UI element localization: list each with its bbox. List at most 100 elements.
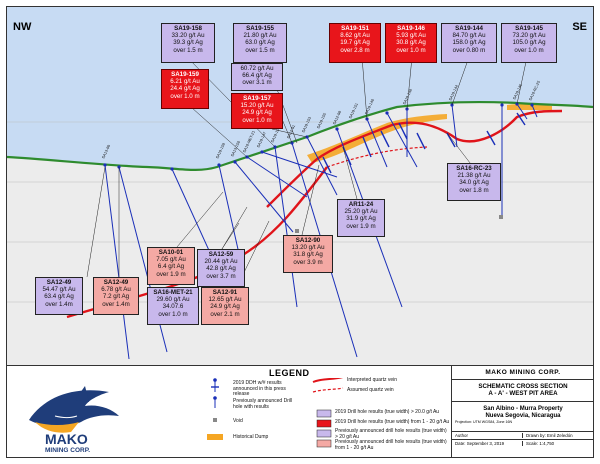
result-box-sa19-159: SA19-159 6.21 g/t Au 24.4 g/t Ag over 1.…	[161, 69, 209, 109]
result-au: 33.20 g/t Au	[171, 32, 205, 40]
result-ag: 24.9 g/t Ag	[242, 109, 272, 117]
drill-label: SA19-148	[402, 88, 413, 105]
drill-label: SA19-144	[448, 84, 459, 101]
projection-note: Projection: UTM WGS84, Zone 16N	[455, 420, 513, 424]
date-row: Date: September 3, 2019 Scale: 1:4,750	[452, 439, 593, 457]
result-width: over 1.8 m	[459, 186, 489, 194]
legend-item-void: Void	[233, 418, 243, 424]
legend-item-mid-grade-2019: 2019 Drill hole results (true width) fro…	[335, 419, 450, 425]
result-width: over 1.4m	[102, 300, 130, 308]
result-title: SA16-RC-23	[456, 165, 492, 172]
legend-symbols	[207, 378, 344, 448]
result-width: over 1.0 m	[158, 310, 188, 318]
drill-label: SA19-147	[256, 131, 267, 148]
result-au: 12.65 g/t Au	[208, 296, 242, 304]
result-au: 6.21 g/t Au	[170, 78, 200, 86]
drill-label: SA19-155	[316, 112, 327, 129]
result-box-sa19-155: SA19-155 21.80 g/t Au 63.0 g/t Ag over 1…	[233, 23, 287, 63]
result-box-sa19-144: SA19-144 84.70 g/t Au 158.0 g/t Ag over …	[441, 23, 497, 63]
result-width: over 1.0 m	[170, 92, 200, 100]
result-box-sa19-158: SA19-158 33.20 g/t Au 39.3 g/t Ag over 1…	[161, 23, 215, 63]
result-ag: 63.4 g/t Ag	[44, 293, 74, 301]
drill-label: SA19-157	[270, 126, 281, 143]
result-au: 25.20 g/t Au	[344, 208, 378, 216]
author-label: Author	[455, 433, 468, 438]
result-ag: 105.0 g/t Ag	[512, 39, 546, 47]
result-ag: 6.4 g/t Ag	[157, 263, 185, 271]
result-au: 8.62 g/t Au	[340, 32, 370, 40]
result-width: over 1.9 m	[346, 222, 376, 230]
result-ag: 19.7 g/t Ag	[340, 39, 370, 47]
result-ag: 42.8 g/t Ag	[206, 265, 236, 273]
result-box-sa19-157: SA19-157 15.20 g/t Au 24.9 g/t Ag over 1…	[231, 93, 283, 129]
result-box-ar11-24: AR11-24 25.20 g/t Au 31.9 g/t Ag over 1.…	[337, 199, 385, 237]
drawn-by: Drawn by: Emil Zeledón	[522, 433, 573, 438]
result-title: SA19-155	[246, 25, 274, 32]
result-box-sa16-rc-23: SA16-RC-23 21.38 g/t Au 34.0 g/t Ag over…	[447, 163, 501, 201]
result-title: SA12-91	[212, 289, 238, 296]
cross-section: SA13-60 SA19-159 SA13-156 SA16-MET-21 SA…	[7, 7, 593, 365]
result-ag: 34.0 g/t Ag	[459, 179, 489, 187]
result-title: SA19-144	[455, 25, 483, 32]
result-title: SA19-151	[341, 25, 369, 32]
result-ag: 158.0 g/t Ag	[452, 39, 486, 47]
result-au: 20.44 g/t Au	[204, 258, 238, 266]
legend-item-2019-ddh: 2019 DDH w/# results announced in this p…	[233, 380, 286, 398]
result-width: over 3.1 m	[242, 79, 272, 87]
result-width: over 1.9 m	[156, 270, 186, 278]
result-au: 6.78 g/t Au	[101, 286, 131, 294]
result-box-sa16-met-21: SA16-MET-21 29.60 g/t Au 34.07.6 over 1.…	[147, 287, 199, 325]
result-ag: 31.9 g/t Ag	[346, 215, 376, 223]
se-label: SE	[572, 21, 587, 33]
result-box-sa10-01: SA10-01 7.05 g/t Au 6.4 g/t Ag over 1.9 …	[147, 247, 195, 285]
result-au: 54.47 g/t Au	[42, 286, 76, 294]
result-title: SA19-145	[515, 25, 543, 32]
result-title: AR11-24	[348, 201, 374, 208]
result-box-sa12-91: SA12-91 12.65 g/t Au 24.9 g/t Ag over 2.…	[201, 287, 249, 325]
figure-frame: SA13-60 SA19-159 SA13-156 SA16-MET-21 SA…	[6, 6, 594, 458]
result-title: SA12-49	[103, 279, 129, 286]
legend-title: LEGEND	[269, 368, 310, 378]
result-au: 60.72 g/t Au	[240, 65, 274, 72]
result-width: over 1.5 m	[245, 46, 275, 54]
scale-value: Scale: 1:4,750	[522, 441, 554, 446]
drill-label: SA13-156	[230, 140, 241, 157]
result-box-sa12-49b: SA12-49 6.78 g/t Au 7.2 g/t Ag over 1.4m	[93, 277, 139, 315]
result-width: over 0.80 m	[452, 46, 486, 54]
result-box-sa19-151: SA19-151 8.62 g/t Au 19.7 g/t Ag over 2.…	[329, 23, 381, 63]
result-width: over 1.4m	[45, 300, 73, 308]
result-width: over 1.5 m	[173, 46, 203, 54]
result-ag: 24.4 g/t Ag	[170, 85, 200, 93]
result-box-sa19-147: 60.72 g/t Au 66.4 g/t Ag over 3.1 m	[231, 63, 283, 91]
title-row: SCHEMATIC CROSS SECTION A - A' - WEST PI…	[452, 379, 593, 402]
result-ag: 7.2 g/t Ag	[102, 293, 130, 301]
result-box-sa12-90: SA12-90 13.20 g/t Au 31.8 g/t Ag over 3.…	[283, 235, 333, 273]
result-width: over 1.0 m	[242, 116, 272, 124]
result-ag: 34.07.6	[162, 303, 184, 311]
mako-logo: MAKO MINING CORP.	[29, 386, 119, 454]
result-au: 73.20 g/t Au	[512, 32, 546, 40]
date-value: Date: September 3, 2019	[455, 441, 505, 446]
result-width: over 3.9 m	[293, 258, 323, 266]
section-subtitle: A - A' - WEST PIT AREA	[488, 390, 558, 397]
property-row: San Albino - Murra Property Nueva Segovi…	[452, 401, 593, 432]
result-width: over 2.1 m	[210, 310, 240, 318]
historical-dump	[307, 114, 447, 163]
result-title: SA12-49	[46, 279, 72, 286]
result-au: 13.20 g/t Au	[291, 244, 325, 252]
legend-item-assumed-vein: Assumed quartz vein	[347, 387, 394, 393]
result-au: 21.38 g/t Au	[457, 172, 491, 180]
result-title: SA16-MET-21	[153, 289, 193, 296]
property-name: San Albino - Murra Property	[483, 406, 563, 412]
result-ag: 39.3 g/t Ag	[173, 39, 203, 47]
drill-label: SA13-60	[101, 144, 111, 159]
legend-item-dump: Historical Dump	[233, 434, 269, 440]
drill-label: SA19-159	[215, 142, 226, 159]
section-title: SCHEMATIC CROSS SECTION	[478, 383, 568, 390]
drill-label: SA19-151	[348, 102, 359, 119]
result-title: SA12-59	[208, 251, 234, 258]
legend-item-high-grade-2019: 2019 Drill hole results (true width) > 2…	[335, 409, 440, 415]
legend-panel: MAKO MINING CORP. LEGEND 2019 DDH w/# re…	[7, 365, 593, 457]
interpreted-vein-upper	[266, 109, 563, 208]
result-title: SA19-158	[174, 25, 202, 32]
